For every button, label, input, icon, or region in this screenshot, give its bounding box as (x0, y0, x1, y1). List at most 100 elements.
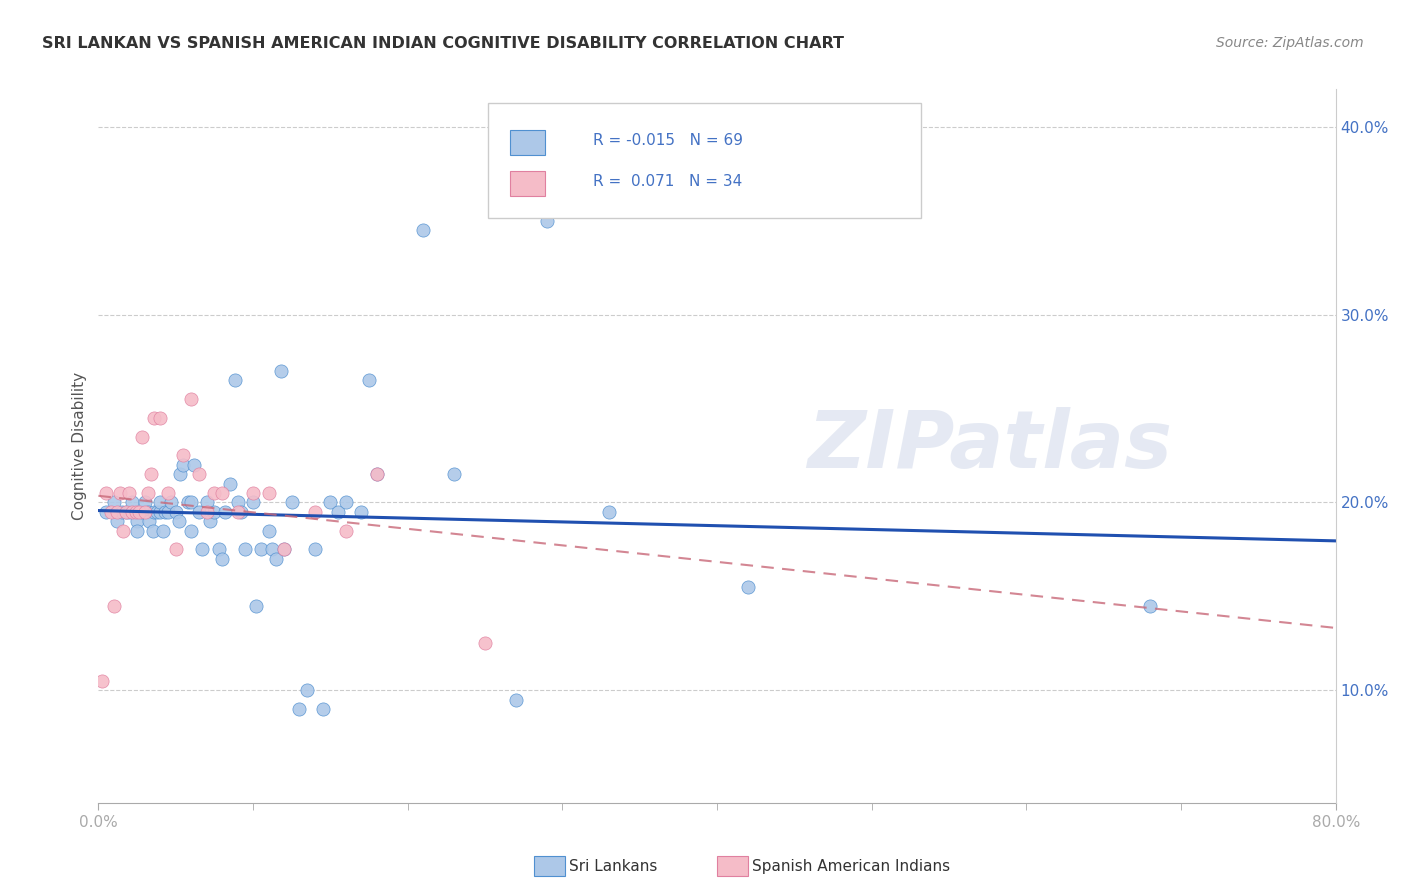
Point (335, 495, 357, 509)
Point (167, 514, 190, 528)
Point (319, 495, 342, 509)
Point (173, 458, 195, 472)
Point (214, 505, 236, 519)
Point (134, 495, 156, 509)
Point (260, 542, 283, 557)
Point (304, 542, 326, 557)
Point (128, 505, 150, 519)
Point (443, 467, 465, 482)
Point (737, 580, 759, 594)
Point (304, 505, 326, 519)
Point (257, 524, 280, 538)
Point (474, 636, 496, 650)
Text: R =  0.071   N = 34: R = 0.071 N = 34 (593, 175, 742, 189)
Point (177, 495, 200, 509)
Point (235, 542, 257, 557)
Point (191, 542, 214, 557)
Point (118, 505, 141, 519)
Point (124, 505, 146, 519)
Point (536, 213, 558, 227)
Point (312, 702, 335, 716)
Point (270, 364, 292, 378)
Point (112, 524, 135, 538)
Point (1139, 599, 1161, 613)
Bar (488, 103, 921, 218)
Point (257, 486, 280, 500)
Point (121, 505, 143, 519)
Point (242, 495, 264, 509)
Point (136, 486, 159, 500)
Point (211, 551, 233, 566)
Point (111, 505, 134, 519)
Text: ZIPatlas: ZIPatlas (807, 407, 1171, 485)
Point (108, 486, 131, 500)
Point (131, 505, 153, 519)
Point (226, 505, 249, 519)
Point (149, 505, 172, 519)
Point (350, 505, 373, 519)
Point (96, 486, 118, 500)
Point (224, 373, 246, 387)
Point (100, 505, 122, 519)
Point (180, 392, 202, 406)
Point (180, 495, 202, 509)
Point (505, 692, 527, 706)
Point (229, 505, 252, 519)
Point (115, 505, 138, 519)
Text: SRI LANKAN VS SPANISH AMERICAN INDIAN COGNITIVE DISABILITY CORRELATION CHART: SRI LANKAN VS SPANISH AMERICAN INDIAN CO… (42, 36, 844, 51)
Text: Source: ZipAtlas.com: Source: ZipAtlas.com (1216, 36, 1364, 50)
Point (297, 683, 319, 698)
Point (219, 476, 242, 491)
Y-axis label: Cognitive Disability: Cognitive Disability (72, 372, 87, 520)
Point (115, 505, 138, 519)
Point (149, 410, 172, 425)
Point (105, 505, 128, 519)
Point (273, 542, 295, 557)
Point (357, 373, 380, 387)
Point (245, 599, 267, 613)
Point (266, 551, 288, 566)
Point (188, 467, 211, 482)
Point (138, 514, 160, 528)
Point (160, 495, 183, 509)
Point (335, 524, 357, 538)
Point (198, 514, 221, 528)
Point (103, 495, 125, 509)
Point (183, 458, 205, 472)
Point (250, 542, 273, 557)
Point (127, 514, 149, 528)
Point (165, 505, 187, 519)
Point (134, 505, 156, 519)
Point (169, 467, 191, 482)
Point (105, 514, 128, 528)
Point (157, 505, 180, 519)
Point (288, 702, 311, 716)
Point (195, 495, 218, 509)
Point (131, 429, 153, 443)
Point (242, 486, 264, 500)
Point (208, 542, 231, 557)
Point (412, 223, 434, 237)
Point (180, 524, 202, 538)
Point (366, 467, 388, 482)
Point (153, 505, 176, 519)
Point (226, 495, 249, 509)
Point (173, 449, 195, 463)
Text: Spanish American Indians: Spanish American Indians (752, 859, 950, 873)
Point (142, 524, 165, 538)
Point (598, 505, 620, 519)
Point (127, 524, 149, 538)
Point (96, 505, 118, 519)
Point (143, 505, 166, 519)
Text: Sri Lankans: Sri Lankans (569, 859, 658, 873)
Point (139, 467, 162, 482)
Point (281, 495, 304, 509)
Point (149, 495, 172, 509)
Point (326, 505, 350, 519)
Bar (510, 171, 546, 196)
Point (195, 505, 218, 519)
Point (152, 524, 174, 538)
Point (366, 467, 388, 482)
Point (204, 505, 226, 519)
Bar (510, 130, 546, 155)
